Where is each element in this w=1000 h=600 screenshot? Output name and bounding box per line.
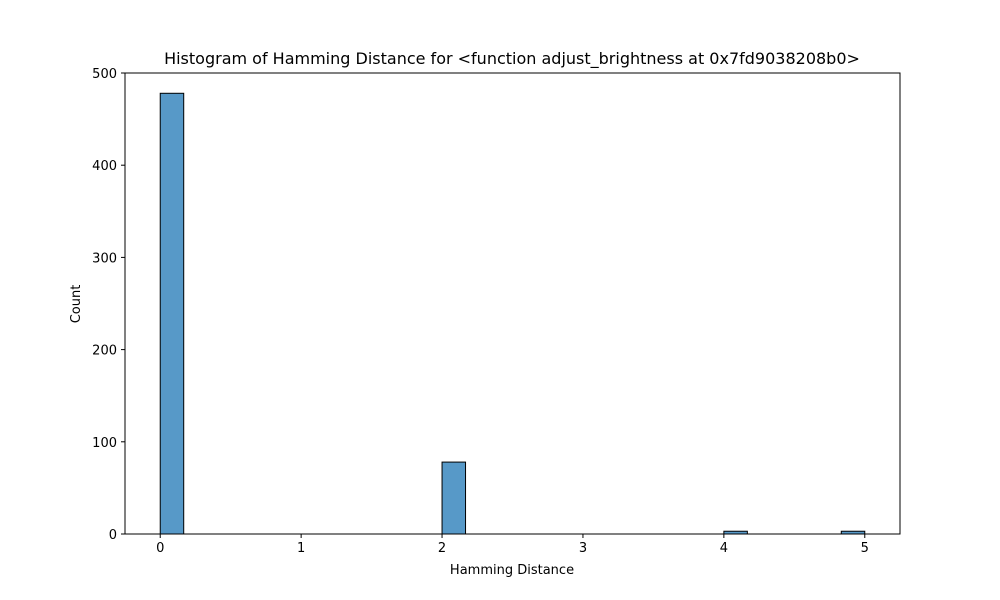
- y-tick-label-4: 400: [92, 159, 117, 174]
- x-tick-label-1: 1: [297, 541, 305, 556]
- y-tick-label-5: 500: [92, 67, 117, 82]
- x-axis-label: Hamming Distance: [450, 563, 574, 578]
- bars-group: [159, 92, 866, 535]
- x-tick-label-4: 4: [720, 541, 728, 556]
- x-tick-label-0: 0: [156, 541, 164, 556]
- y-tick-label-2: 200: [92, 344, 117, 359]
- chart-title: Histogram of Hamming Distance for <funct…: [164, 49, 860, 69]
- x-tick-label-5: 5: [861, 541, 869, 556]
- plot-frame: [124, 72, 901, 535]
- y-tick-label-1: 100: [92, 436, 117, 451]
- x-tick-label-2: 2: [438, 541, 446, 556]
- y-tick-label-0: 0: [109, 528, 117, 543]
- histogram-bar-0: [159, 92, 185, 535]
- x-tick-label-3: 3: [579, 541, 587, 556]
- histogram-bar-1: [441, 461, 467, 535]
- ticks-group: 0 1 2 3 4 5 0 100 200 300 400 500: [92, 67, 869, 556]
- y-axis-label: Count: [69, 285, 84, 324]
- y-tick-label-3: 300: [92, 251, 117, 266]
